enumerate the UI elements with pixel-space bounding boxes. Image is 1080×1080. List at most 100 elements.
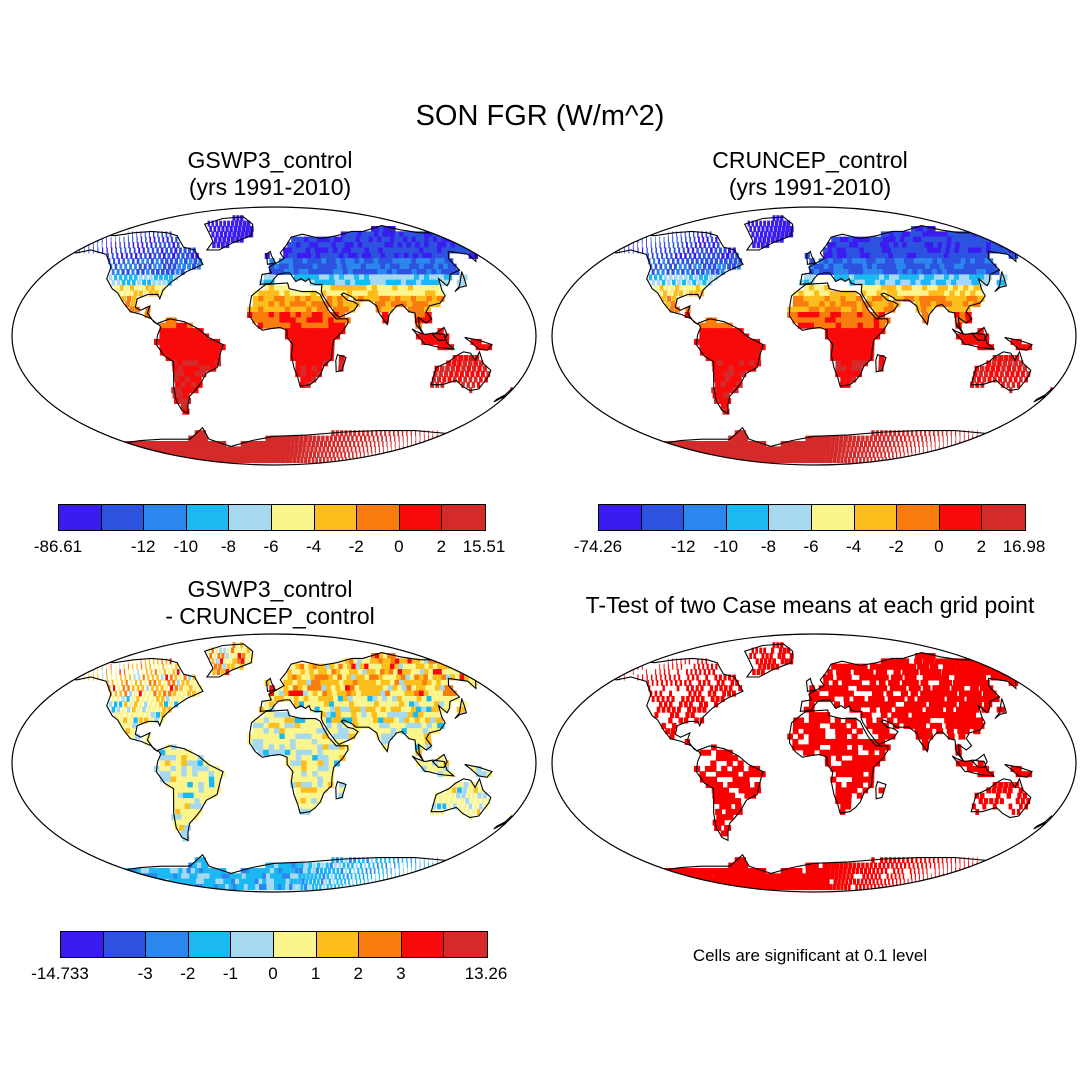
map-grid-cell: [157, 441, 166, 447]
map-grid-cell: [966, 679, 976, 686]
map-grid-cell: [655, 236, 656, 243]
map-grid-cell: [792, 306, 799, 313]
map-grid-cell: [420, 878, 423, 885]
map-grid-cell: [846, 446, 850, 453]
map-grid-cell: [252, 301, 259, 308]
map-grid-cell: [176, 242, 180, 249]
map-grid-cell: [187, 263, 191, 270]
map-grid-cell: [355, 435, 358, 442]
map-grid-cell: [934, 236, 943, 243]
map-grid-cell: [346, 712, 353, 719]
map-grid-cell: [223, 231, 228, 238]
map-grid-cell: [778, 647, 783, 654]
map-grid-cell: [314, 873, 318, 880]
map-grid-cell: [902, 242, 910, 249]
map-grid-cell: [342, 236, 350, 243]
map-grid-cell: [998, 376, 1002, 383]
map-grid-cell: [985, 446, 989, 453]
map-grid-cell: [688, 252, 692, 259]
map-grid-cell: [322, 744, 329, 751]
map-grid-cell: [841, 338, 848, 345]
map-grid-cell: [279, 317, 286, 324]
map-grid-cell: [630, 451, 642, 458]
panel-title-diff-line2: - CRUNCEP_control: [165, 603, 375, 629]
map-grid-cell: [394, 690, 403, 697]
map-grid-cell: [352, 290, 359, 297]
map-grid-cell: [937, 258, 945, 265]
map-grid-cell: [204, 787, 211, 794]
map-grid-cell: [866, 446, 870, 453]
map-grid-cell: [284, 728, 291, 735]
map-grid-cell: [334, 446, 337, 453]
map-grid-cell: [194, 430, 202, 437]
map-grid-cell: [174, 258, 178, 265]
map-grid-cell: [743, 349, 750, 356]
map-grid-cell: [675, 679, 678, 686]
map-grid-cell: [440, 435, 442, 442]
map-grid-cell: [140, 663, 143, 670]
map-grid-cell: [977, 446, 980, 453]
map-grid-cell: [397, 285, 405, 292]
map-grid-cell: [258, 706, 265, 713]
map-grid-cell: [295, 317, 302, 324]
map-grid-cell: [368, 295, 376, 302]
map-grid-cell: [174, 868, 182, 874]
map-grid-cell: [835, 338, 842, 345]
map-grid-cell: [872, 306, 880, 313]
map-grid-cell: [399, 679, 408, 686]
map-grid-cell: [268, 306, 275, 313]
map-grid-cell: [166, 663, 169, 670]
map-grid-cell: [252, 317, 259, 324]
map-grid-cell: [301, 451, 305, 458]
map-grid-cell: [156, 674, 159, 681]
map-grid-cell: [814, 301, 820, 308]
map-grid-cell: [696, 269, 700, 275]
map-grid-cell: [992, 355, 998, 361]
map-grid-cell: [135, 679, 138, 686]
map-grid-cell: [171, 744, 177, 751]
map-grid-cell: [1026, 371, 1031, 378]
map-grid-cell: [181, 328, 188, 335]
map-grid-cell: [477, 792, 482, 799]
map-grid-cell: [780, 457, 786, 464]
map-grid-cell: [306, 322, 313, 329]
map-grid-cell: [344, 441, 348, 447]
map-grid-cell: [341, 247, 349, 254]
map-grid-cell: [257, 312, 264, 318]
map-grid-cell: [676, 258, 680, 265]
map-grid-cell: [650, 236, 652, 243]
map-grid-cell: [685, 285, 690, 292]
map-grid-cell: [406, 269, 415, 275]
map-grid-cell: [1021, 242, 1032, 249]
map-grid-cell: [967, 441, 969, 447]
map-grid-cell: [300, 290, 307, 297]
map-grid-cell: [771, 451, 777, 458]
map-grid-cell: [406, 696, 415, 702]
map-grid-cell: [831, 663, 837, 670]
map-grid-cell: [268, 285, 275, 292]
map-grid-cell: [362, 252, 370, 259]
map-grid-cell: [172, 792, 179, 799]
map-grid-cell: [619, 669, 621, 676]
map-grid-cell: [296, 669, 302, 676]
map-grid-cell: [385, 862, 387, 869]
map-grid-cell: [470, 798, 475, 805]
map-grid-cell: [348, 451, 350, 458]
map-grid-cell: [177, 365, 185, 372]
map-grid-cell: [413, 878, 415, 885]
map-grid-cell: [457, 360, 462, 367]
map-grid-cell: [738, 355, 745, 361]
map-grid-cell: [110, 878, 121, 885]
map-grid-cell: [1012, 365, 1017, 372]
map-grid-cell: [665, 679, 668, 686]
map-grid-cell: [131, 295, 137, 302]
map-grid-cell: [257, 317, 264, 324]
map-grid-cell: [120, 446, 131, 453]
map-grid-cell: [269, 441, 275, 447]
map-grid-cell: [209, 787, 216, 794]
map-grid-cell: [314, 706, 321, 713]
map-grid-cell: [406, 301, 414, 308]
map-grid-cell: [458, 803, 462, 810]
map-grid-cell: [219, 220, 223, 227]
map-grid-cell: [969, 457, 973, 464]
